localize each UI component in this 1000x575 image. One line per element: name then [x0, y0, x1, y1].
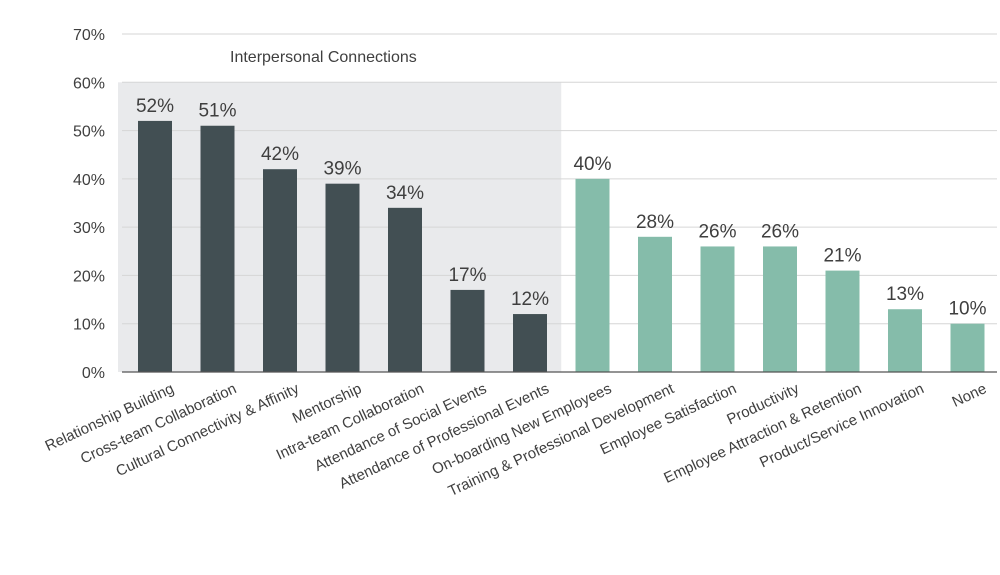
bar-6 — [450, 289, 485, 372]
bar-9 — [638, 236, 672, 372]
bar-13 — [888, 309, 922, 372]
bar-12 — [825, 270, 860, 372]
bars — [138, 120, 985, 373]
y-tick-label-0: 0% — [82, 365, 105, 382]
y-tick-label-20: 20% — [73, 268, 105, 285]
data-label-11: 26% — [761, 221, 799, 242]
data-label-4: 39% — [323, 159, 361, 180]
data-label-1: 52% — [136, 96, 174, 117]
data-label-6: 17% — [448, 265, 486, 286]
y-tick-label-30: 30% — [73, 220, 105, 237]
data-label-2: 51% — [198, 101, 236, 122]
data-label-13: 13% — [886, 284, 924, 305]
y-tick-label-70: 70% — [73, 27, 105, 44]
bar-7 — [513, 314, 547, 372]
y-tick-label-60: 60% — [73, 75, 105, 92]
bar-2 — [200, 125, 235, 372]
bar-11 — [763, 246, 797, 372]
data-label-8: 40% — [573, 154, 611, 175]
data-labels: 52% 51% 42% 39% 34% 17% 12% 40% 28% 26% 26% 21% 13% 1… — [136, 96, 987, 320]
y-tick-label-50: 50% — [73, 124, 105, 141]
bar-3 — [263, 169, 297, 372]
data-label-10: 26% — [698, 221, 736, 242]
data-label-3: 42% — [261, 144, 299, 165]
bar-1 — [138, 120, 172, 373]
bar-5 — [388, 207, 422, 372]
y-tick-label-40: 40% — [73, 172, 105, 189]
category-label-14: None — [950, 380, 990, 411]
bar-8 — [575, 178, 610, 372]
bar-10 — [700, 246, 735, 372]
data-label-14: 10% — [948, 299, 986, 320]
y-tick-label-10: 10% — [73, 317, 105, 334]
data-label-12: 21% — [823, 246, 861, 267]
data-label-9: 28% — [636, 212, 674, 233]
data-label-7: 12% — [511, 289, 549, 310]
highlight-group-label: Interpersonal Connections — [230, 49, 417, 66]
bar-4 — [325, 183, 360, 372]
y-tick-labels: 0% 10% 20% 30% 40% 50% 60% 70% — [73, 27, 105, 382]
data-label-5: 34% — [386, 183, 424, 204]
bar-14 — [950, 323, 985, 372]
